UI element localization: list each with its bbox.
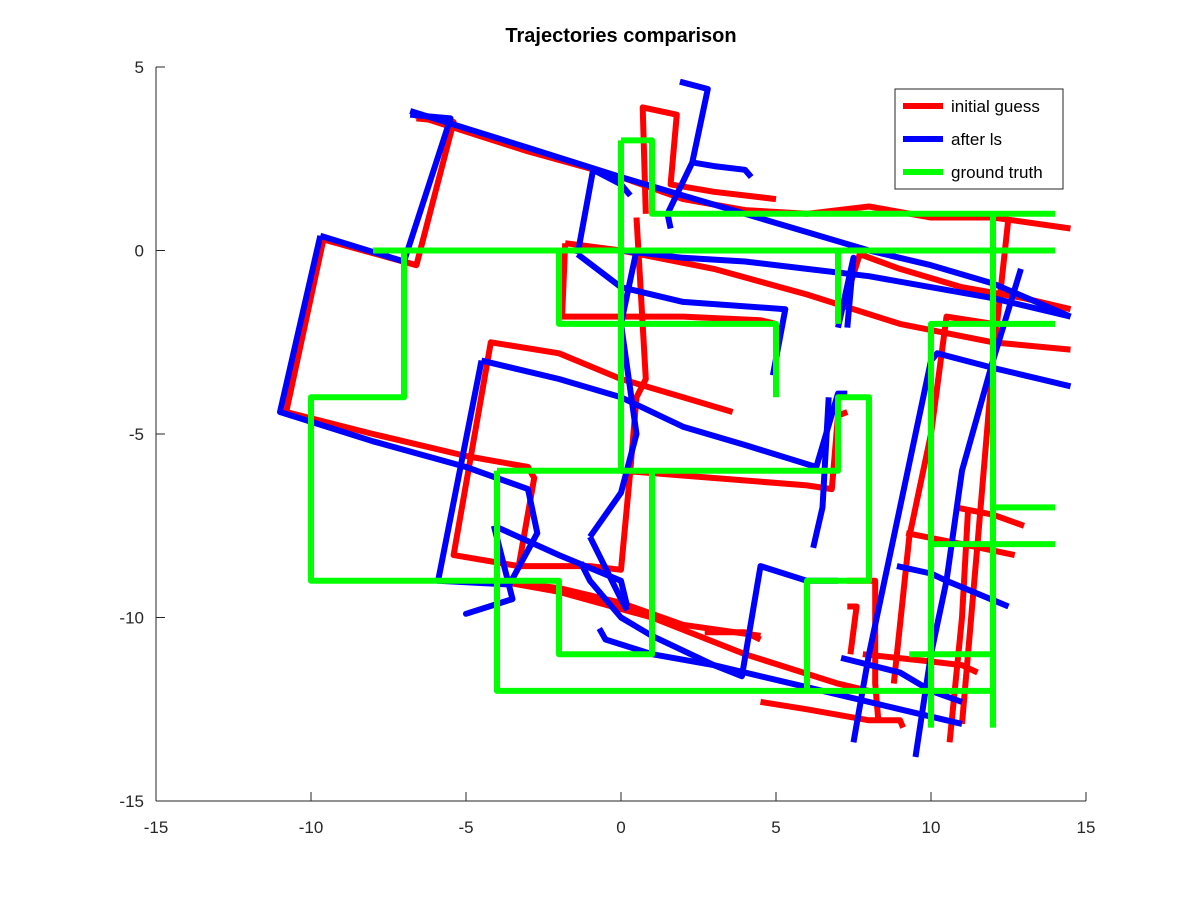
x-tick-label: 15 bbox=[1077, 818, 1096, 837]
series-line-2-segment-21 bbox=[840, 654, 964, 705]
series-line-1-segment-12 bbox=[760, 698, 906, 729]
series-ground-truth bbox=[308, 137, 1055, 728]
series-line-3-segment-7 bbox=[494, 470, 655, 658]
y-tick-label: -10 bbox=[119, 609, 144, 628]
legend-label: initial guess bbox=[951, 97, 1040, 116]
series-line-2-segment-4 bbox=[480, 357, 848, 470]
series-line-2-segment-18 bbox=[896, 563, 1010, 610]
y-tick-label: 0 bbox=[135, 242, 144, 261]
plot-area bbox=[277, 78, 1072, 758]
series-line-1-segment-13 bbox=[847, 603, 860, 655]
axes: -15 -10 -5 0 5 10 15 -15 -10 -5 0 5 bbox=[119, 58, 1095, 837]
series-line-2-segment-9 bbox=[578, 561, 963, 727]
legend-label: after ls bbox=[951, 130, 1002, 149]
series-line-2-segment-16 bbox=[850, 350, 1072, 743]
x-tick-label: 10 bbox=[922, 818, 941, 837]
x-tick-label: -15 bbox=[144, 818, 169, 837]
y-tick-label: 5 bbox=[135, 58, 144, 77]
series-line-2-segment-20 bbox=[810, 397, 832, 549]
series-line-1-segment-6 bbox=[559, 243, 777, 327]
x-tick-label: 0 bbox=[616, 818, 625, 837]
series-line-2-segment-2 bbox=[319, 111, 454, 265]
series-line-3-segment-3 bbox=[556, 250, 779, 398]
x-tick-label: -5 bbox=[458, 818, 473, 837]
x-tick-label: 5 bbox=[771, 818, 780, 837]
series-line-2-segment-12 bbox=[575, 251, 789, 376]
x-tick-label: -10 bbox=[299, 818, 324, 837]
y-tick-label: -15 bbox=[119, 792, 144, 811]
series-line-2-segment-7 bbox=[492, 523, 631, 608]
y-tick-label: -5 bbox=[129, 425, 144, 444]
series-line-2-segment-10 bbox=[596, 563, 838, 680]
chart-title: Trajectories comparison bbox=[505, 25, 736, 47]
series-line-1-segment-21 bbox=[862, 651, 979, 676]
series-line-1-segment-11 bbox=[704, 629, 762, 643]
series-line-2-segment-15 bbox=[679, 78, 711, 164]
series-line-3-segment-2 bbox=[308, 250, 993, 694]
series-line-2-segment-8 bbox=[463, 525, 516, 617]
series-line-2-segment-19 bbox=[835, 254, 857, 329]
series-line-3-segment-6 bbox=[497, 394, 872, 691]
series-line-3-segment-9 bbox=[928, 320, 1055, 691]
series-line-1-segment-10 bbox=[496, 577, 870, 694]
series-line-1-segment-5 bbox=[639, 104, 777, 214]
series-line-2-segment-1 bbox=[409, 108, 1072, 320]
legend-label: ground truth bbox=[951, 163, 1043, 182]
series-line-2-segment-6 bbox=[587, 249, 640, 539]
series-line-2-segment-11 bbox=[574, 166, 633, 255]
legend: initial guess after ls ground truth bbox=[894, 88, 1064, 190]
